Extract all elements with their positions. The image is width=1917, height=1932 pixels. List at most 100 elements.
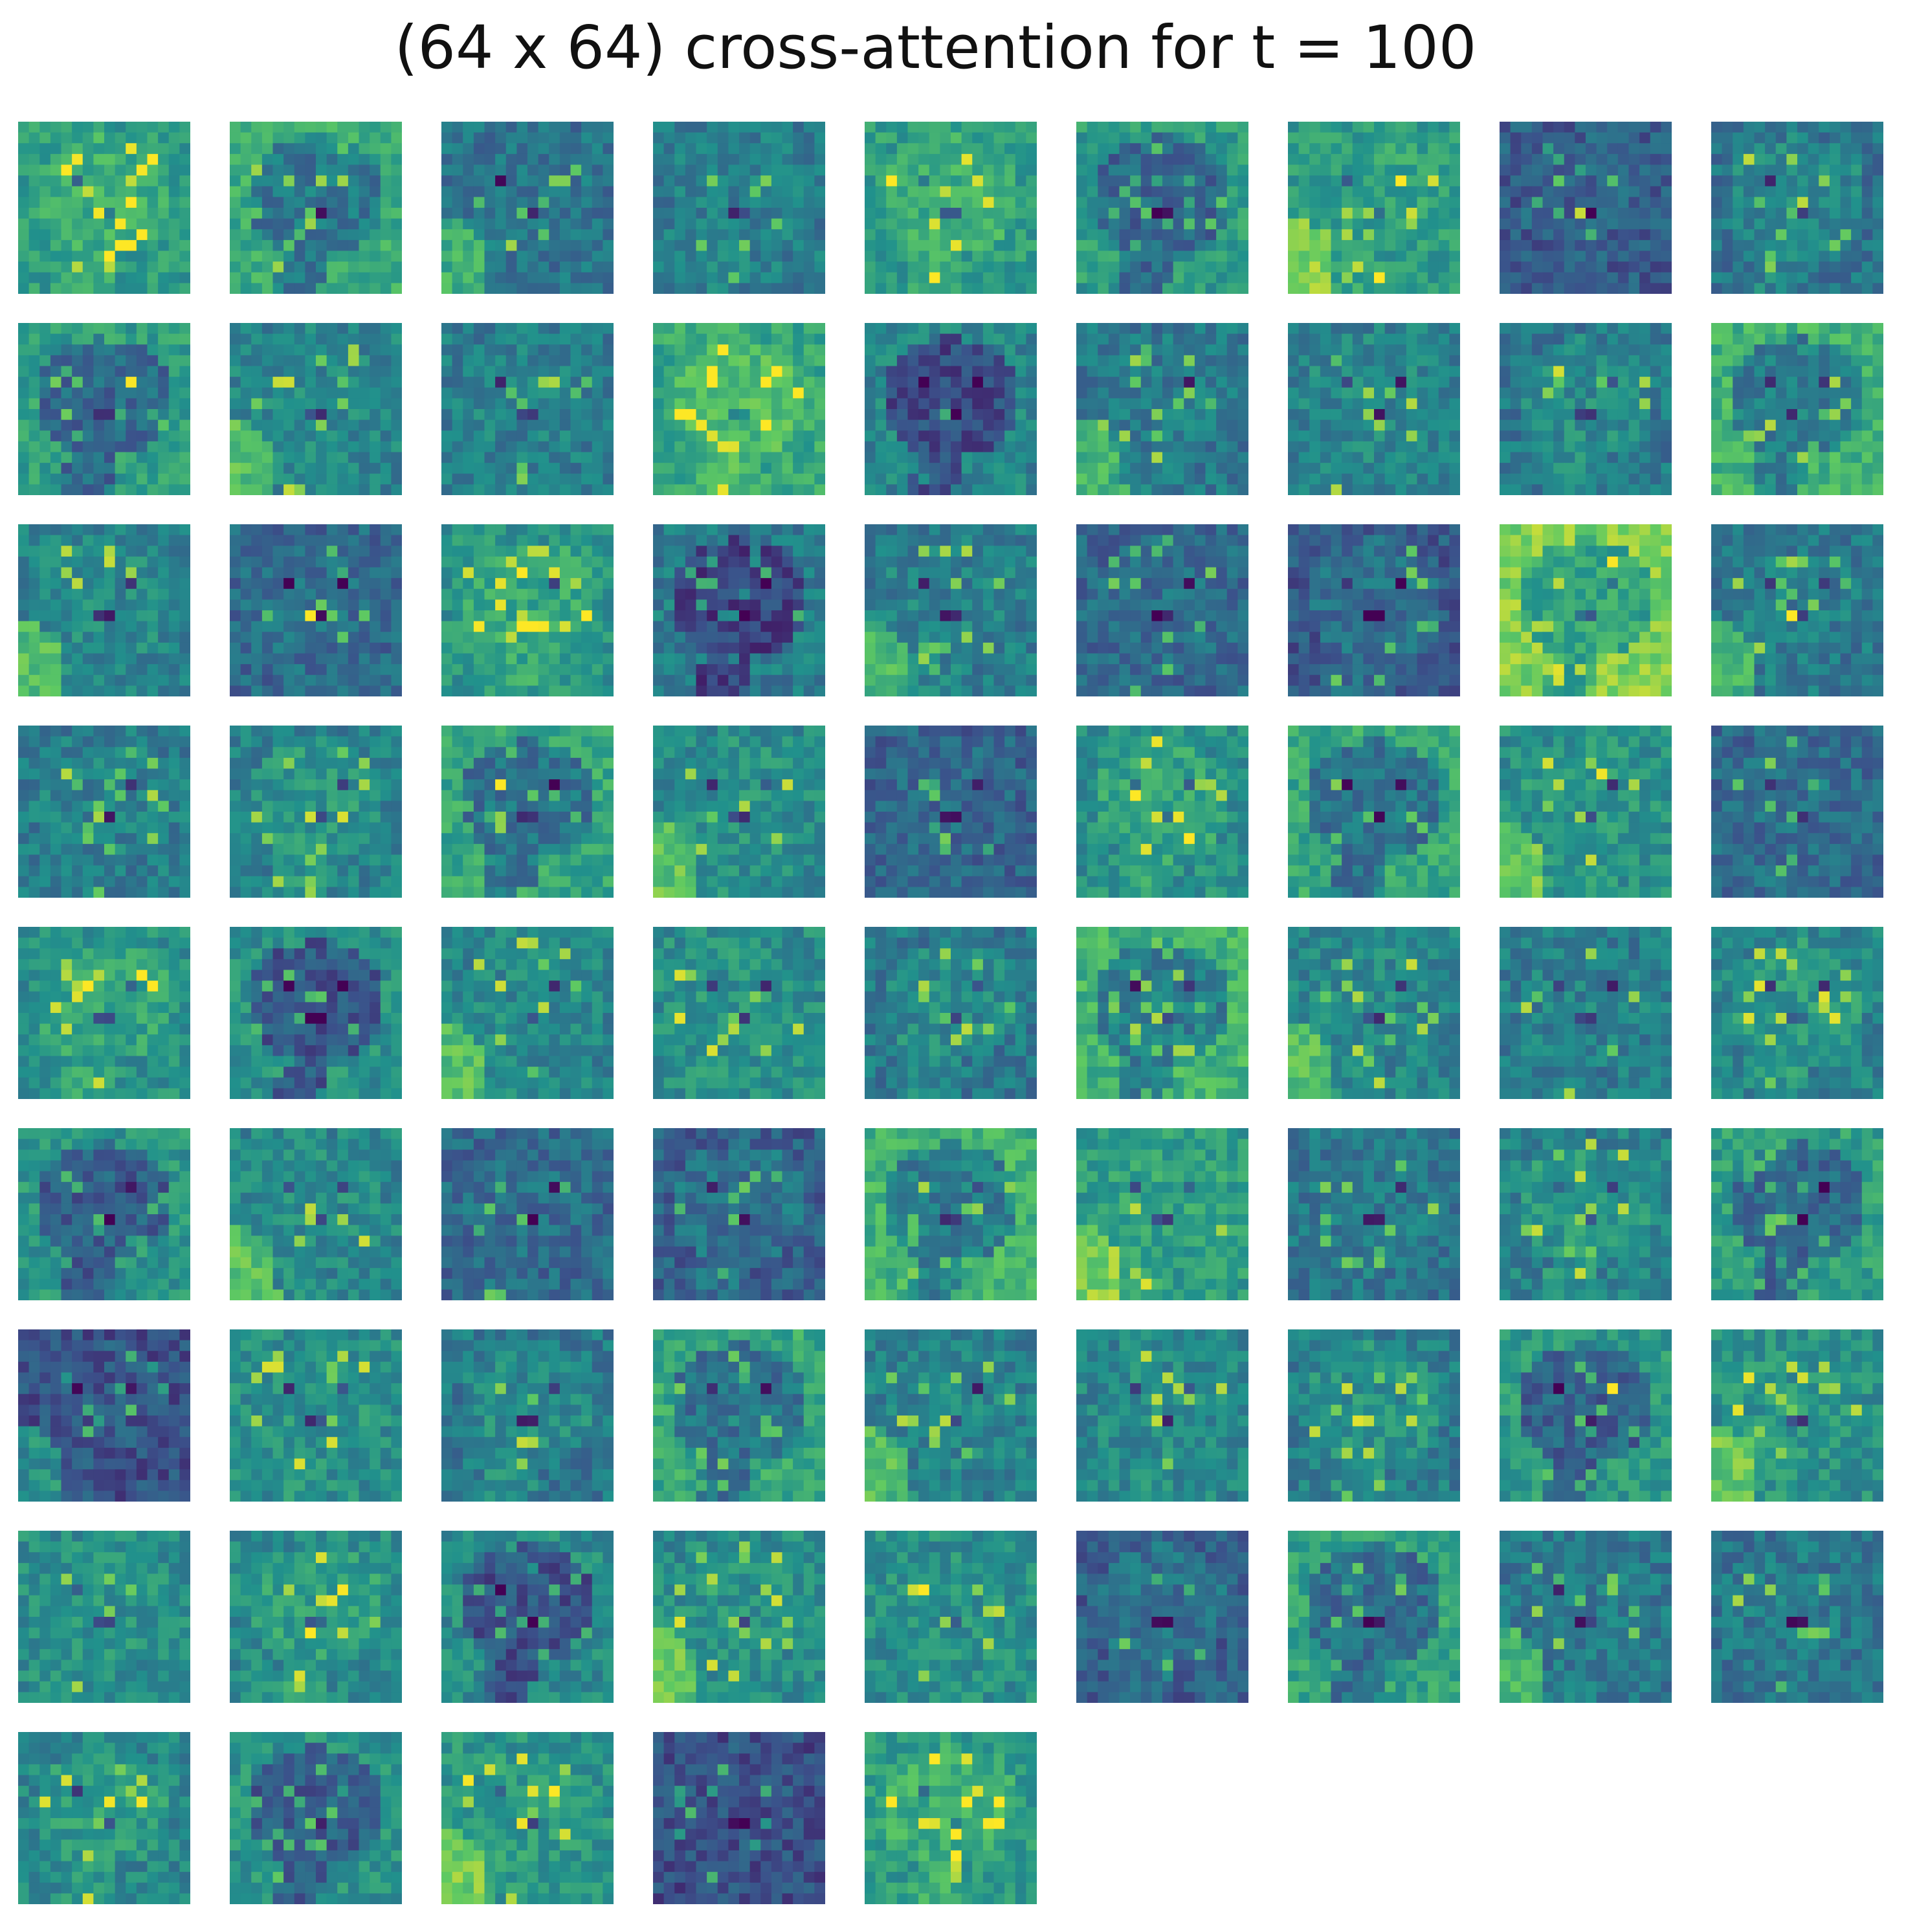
attention-heatmap [441, 726, 614, 898]
attention-heatmap [1076, 1531, 1248, 1703]
attention-map-panel [441, 323, 614, 495]
attention-map-panel [1076, 1329, 1248, 1502]
attention-heatmap [18, 927, 190, 1099]
attention-map-panel [865, 927, 1037, 1099]
attention-heatmap [441, 323, 614, 495]
attention-map-panel [230, 524, 402, 696]
attention-heatmap [1711, 122, 1883, 294]
attention-map-panel [1076, 1128, 1248, 1300]
attention-heatmap [230, 1329, 402, 1502]
attention-heatmap [865, 524, 1037, 696]
attention-heatmap [1500, 1531, 1672, 1703]
attention-map-panel [1500, 323, 1672, 495]
attention-heatmap [441, 122, 614, 294]
attention-heatmap [865, 927, 1037, 1099]
attention-heatmap [653, 122, 825, 294]
attention-heatmap [653, 323, 825, 495]
attention-heatmap [865, 1329, 1037, 1502]
attention-map-panel [441, 1732, 614, 1904]
attention-heatmap [18, 524, 190, 696]
attention-heatmap [1500, 726, 1672, 898]
attention-map-panel [230, 1128, 402, 1300]
figure-title: (64 x 64) cross-attention for t = 100 [394, 13, 1477, 82]
attention-map-panel [865, 122, 1037, 294]
attention-map-panel [653, 524, 825, 696]
attention-map-panel [865, 1531, 1037, 1703]
attention-heatmap [865, 1531, 1037, 1703]
attention-map-panel [1076, 927, 1248, 1099]
attention-map-panel [18, 1732, 190, 1904]
attention-heatmap [1500, 323, 1672, 495]
attention-heatmap [1500, 1128, 1672, 1300]
attention-map-panel [1711, 524, 1883, 696]
attention-heatmap [1288, 726, 1460, 898]
attention-map-panel [865, 1732, 1037, 1904]
attention-heatmap [1711, 1329, 1883, 1502]
attention-heatmap [1711, 323, 1883, 495]
attention-heatmap [1288, 122, 1460, 294]
attention-map-panel [1288, 524, 1460, 696]
attention-map-panel [18, 726, 190, 898]
attention-map-panel [18, 524, 190, 696]
attention-heatmap [230, 1732, 402, 1904]
attention-map-panel [1288, 726, 1460, 898]
attention-map-panel [1500, 1531, 1672, 1703]
attention-heatmap [18, 1128, 190, 1300]
attention-map-panel [1288, 1329, 1460, 1502]
attention-map-panel [1711, 323, 1883, 495]
attention-heatmap [18, 1732, 190, 1904]
attention-map-panel [230, 122, 402, 294]
attention-map-panel [230, 1732, 402, 1904]
attention-map-panel [1500, 726, 1672, 898]
attention-map-panel [441, 927, 614, 1099]
attention-heatmap [1711, 927, 1883, 1099]
attention-heatmap [1711, 524, 1883, 696]
attention-map-panel [1711, 726, 1883, 898]
attention-heatmap [1288, 323, 1460, 495]
attention-heatmap [441, 1732, 614, 1904]
attention-heatmap [865, 122, 1037, 294]
attention-heatmap [865, 1128, 1037, 1300]
attention-heatmap [230, 1531, 402, 1703]
attention-heatmap [1076, 122, 1248, 294]
attention-heatmap [1500, 524, 1672, 696]
attention-heatmap [230, 927, 402, 1099]
attention-map-panel [1711, 927, 1883, 1099]
attention-heatmap [1076, 1329, 1248, 1502]
attention-heatmap [865, 726, 1037, 898]
attention-map-panel [865, 1329, 1037, 1502]
attention-heatmap [653, 927, 825, 1099]
attention-map-panel [441, 524, 614, 696]
attention-heatmap [1076, 524, 1248, 696]
attention-heatmap [230, 726, 402, 898]
attention-heatmap [18, 1329, 190, 1502]
attention-heatmap [1288, 1128, 1460, 1300]
attention-heatmap [18, 1531, 190, 1703]
attention-map-panel [441, 1128, 614, 1300]
attention-heatmap [230, 323, 402, 495]
attention-map-panel [441, 726, 614, 898]
attention-map-panel [441, 122, 614, 294]
attention-heatmap [1500, 927, 1672, 1099]
attention-heatmap [1500, 1329, 1672, 1502]
attention-map-panel [1288, 323, 1460, 495]
attention-heatmap [1288, 1531, 1460, 1703]
attention-map-panel [1500, 1329, 1672, 1502]
attention-heatmap [1076, 1128, 1248, 1300]
attention-map-panel [230, 927, 402, 1099]
attention-heatmap [230, 122, 402, 294]
attention-heatmap [18, 323, 190, 495]
attention-map-panel [653, 1128, 825, 1300]
attention-map-panel [653, 726, 825, 898]
attention-map-panel [18, 1531, 190, 1703]
attention-map-panel [653, 1732, 825, 1904]
attention-heatmap [1288, 524, 1460, 696]
attention-heatmap [441, 524, 614, 696]
attention-heatmap [441, 1128, 614, 1300]
attention-heatmap [441, 1531, 614, 1703]
attention-map-panel [653, 122, 825, 294]
attention-heatmap [18, 726, 190, 898]
attention-heatmap [1076, 726, 1248, 898]
attention-heatmap [1711, 1128, 1883, 1300]
attention-map-panel [1076, 323, 1248, 495]
